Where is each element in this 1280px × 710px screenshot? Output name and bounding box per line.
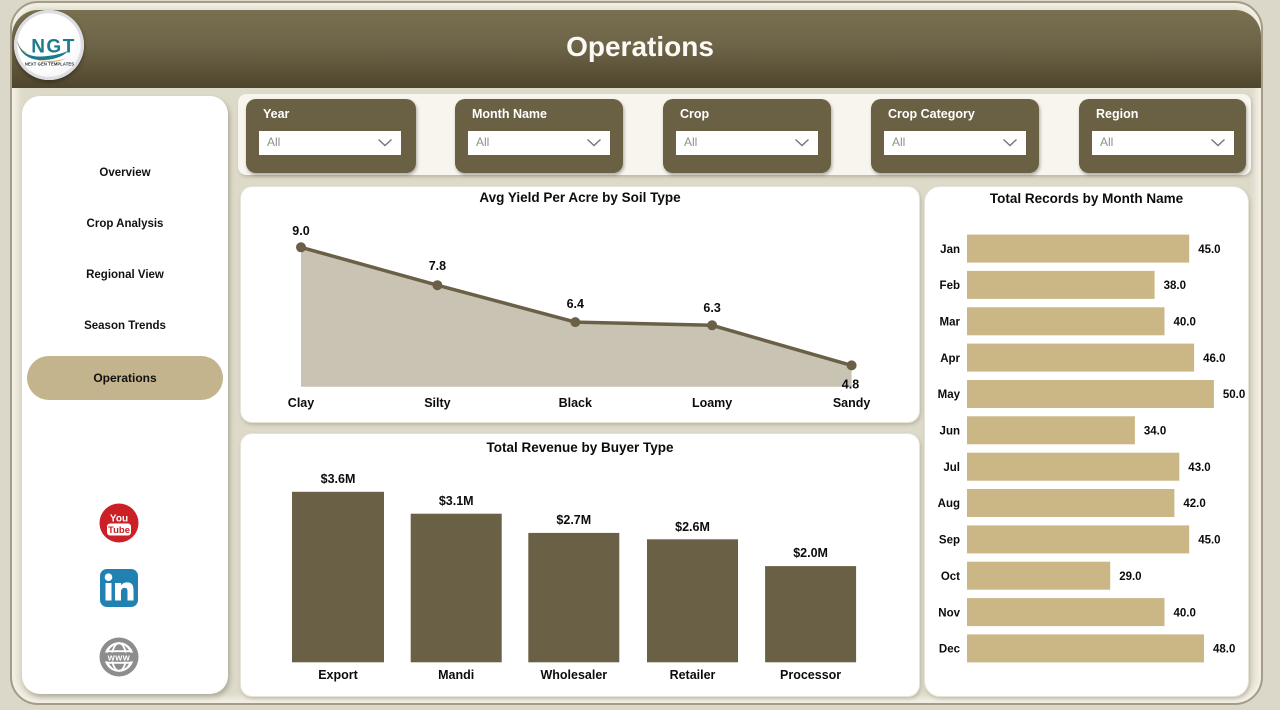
svg-text:29.0: 29.0 bbox=[1119, 571, 1141, 583]
svg-text:9.0: 9.0 bbox=[292, 224, 309, 238]
svg-text:Mandi: Mandi bbox=[438, 668, 474, 682]
svg-text:34.0: 34.0 bbox=[1144, 426, 1166, 438]
svg-text:46.0: 46.0 bbox=[1203, 353, 1225, 365]
svg-text:50.0: 50.0 bbox=[1223, 389, 1245, 401]
svg-text:40.0: 40.0 bbox=[1174, 607, 1196, 619]
svg-text:Jul: Jul bbox=[943, 462, 960, 474]
svg-text:Aug: Aug bbox=[938, 498, 960, 510]
svg-text:Mar: Mar bbox=[940, 317, 961, 329]
svg-text:6.4: 6.4 bbox=[567, 297, 584, 311]
svg-text:$3.6M: $3.6M bbox=[321, 472, 356, 486]
svg-text:www: www bbox=[107, 653, 131, 663]
svg-text:Silty: Silty bbox=[424, 396, 450, 410]
svg-text:$2.0M: $2.0M bbox=[793, 546, 828, 560]
svg-text:Black: Black bbox=[559, 396, 592, 410]
svg-text:45.0: 45.0 bbox=[1198, 535, 1220, 547]
svg-text:Processor: Processor bbox=[780, 668, 841, 682]
svg-text:45.0: 45.0 bbox=[1198, 244, 1220, 256]
svg-text:NEXT GEN TEMPLATES: NEXT GEN TEMPLATES bbox=[25, 62, 74, 67]
svg-text:40.0: 40.0 bbox=[1174, 317, 1196, 329]
svg-text:Loamy: Loamy bbox=[692, 396, 732, 410]
svg-text:Sandy: Sandy bbox=[833, 396, 871, 410]
svg-text:$2.7M: $2.7M bbox=[556, 513, 591, 527]
svg-text:Wholesaler: Wholesaler bbox=[540, 668, 607, 682]
svg-text:42.0: 42.0 bbox=[1183, 498, 1205, 510]
svg-text:Apr: Apr bbox=[940, 353, 960, 365]
svg-text:38.0: 38.0 bbox=[1164, 280, 1186, 292]
svg-text:7.8: 7.8 bbox=[429, 259, 446, 273]
svg-text:NGT: NGT bbox=[31, 37, 76, 58]
svg-text:43.0: 43.0 bbox=[1188, 462, 1210, 474]
svg-text:Oct: Oct bbox=[941, 571, 960, 583]
svg-text:Export: Export bbox=[318, 668, 358, 682]
svg-text:Tube: Tube bbox=[108, 525, 130, 536]
svg-text:You: You bbox=[110, 514, 128, 525]
svg-text:48.0: 48.0 bbox=[1213, 644, 1235, 656]
svg-text:Retailer: Retailer bbox=[670, 668, 716, 682]
svg-text:$2.6M: $2.6M bbox=[675, 520, 710, 534]
svg-text:Jan: Jan bbox=[940, 244, 960, 256]
svg-text:Feb: Feb bbox=[940, 280, 960, 292]
svg-text:$3.1M: $3.1M bbox=[439, 494, 474, 508]
svg-text:Clay: Clay bbox=[288, 396, 314, 410]
svg-text:Nov: Nov bbox=[938, 607, 960, 619]
svg-text:May: May bbox=[938, 389, 961, 401]
svg-text:Dec: Dec bbox=[939, 644, 961, 656]
svg-text:Sep: Sep bbox=[939, 535, 960, 547]
svg-text:Jun: Jun bbox=[940, 426, 960, 438]
svg-text:6.3: 6.3 bbox=[703, 301, 720, 315]
svg-text:4.8: 4.8 bbox=[842, 378, 859, 392]
